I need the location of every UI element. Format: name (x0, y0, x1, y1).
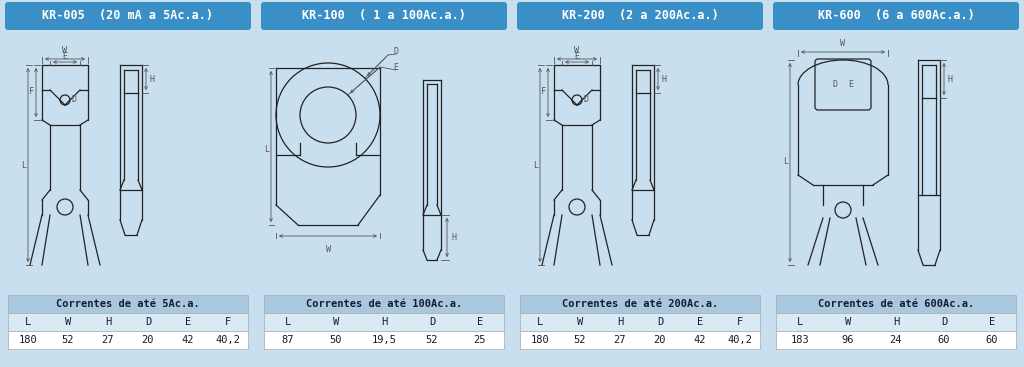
Text: 20: 20 (141, 335, 155, 345)
Text: W: W (574, 46, 580, 55)
Text: E: E (477, 317, 483, 327)
Text: KR-100  ( 1 a 100Ac.a.): KR-100 ( 1 a 100Ac.a.) (302, 10, 466, 22)
FancyBboxPatch shape (773, 2, 1019, 30)
FancyBboxPatch shape (264, 295, 504, 313)
Text: Correntes de até 600Ac.a.: Correntes de até 600Ac.a. (818, 299, 974, 309)
Text: H: H (948, 75, 953, 84)
Text: 27: 27 (101, 335, 115, 345)
FancyBboxPatch shape (8, 295, 248, 313)
Text: D: D (144, 317, 152, 327)
Text: 180: 180 (530, 335, 549, 345)
Text: L: L (783, 157, 788, 167)
Text: H: H (616, 317, 624, 327)
Text: D: D (429, 317, 435, 327)
Text: L: L (797, 317, 803, 327)
Text: F: F (225, 317, 231, 327)
Text: KR-005  (20 mA a 5Ac.a.): KR-005 (20 mA a 5Ac.a.) (43, 10, 213, 22)
Text: Correntes de até 200Ac.a.: Correntes de até 200Ac.a. (562, 299, 718, 309)
Text: W: W (577, 317, 583, 327)
Text: H: H (104, 317, 112, 327)
Text: 96: 96 (842, 335, 854, 345)
Text: E: E (849, 80, 853, 89)
Text: F: F (737, 317, 743, 327)
Text: L: L (285, 317, 291, 327)
Text: KR-200  (2 a 200Ac.a.): KR-200 (2 a 200Ac.a.) (561, 10, 719, 22)
Text: 87: 87 (282, 335, 294, 345)
FancyBboxPatch shape (264, 313, 504, 331)
Text: 40,2: 40,2 (727, 335, 753, 345)
Text: 27: 27 (613, 335, 627, 345)
Text: W: W (65, 317, 71, 327)
Text: E: E (393, 63, 398, 73)
Text: D: D (941, 317, 947, 327)
Text: 60: 60 (938, 335, 950, 345)
FancyBboxPatch shape (517, 2, 763, 30)
Text: 42: 42 (693, 335, 707, 345)
Text: 25: 25 (474, 335, 486, 345)
Text: W: W (333, 317, 339, 327)
Text: 50: 50 (330, 335, 342, 345)
Text: L: L (534, 160, 538, 170)
FancyBboxPatch shape (776, 331, 1016, 349)
Text: H: H (150, 75, 154, 84)
FancyBboxPatch shape (8, 331, 248, 349)
Text: E: E (185, 317, 191, 327)
Text: 19,5: 19,5 (372, 335, 396, 345)
Text: D: D (393, 47, 398, 57)
Text: E: E (989, 317, 995, 327)
Text: L: L (537, 317, 543, 327)
Text: D: D (656, 317, 664, 327)
Text: W: W (62, 46, 68, 55)
Text: L: L (25, 317, 31, 327)
Text: H: H (381, 317, 387, 327)
Text: 24: 24 (890, 335, 902, 345)
Text: Correntes de até 5Ac.a.: Correntes de até 5Ac.a. (56, 299, 200, 309)
Text: 180: 180 (18, 335, 37, 345)
FancyBboxPatch shape (520, 331, 760, 349)
FancyBboxPatch shape (520, 313, 760, 331)
Text: H: H (451, 233, 456, 241)
FancyBboxPatch shape (261, 2, 507, 30)
Text: L: L (22, 160, 26, 170)
Text: Correntes de até 100Ac.a.: Correntes de até 100Ac.a. (306, 299, 462, 309)
Text: W: W (841, 39, 846, 48)
Text: 42: 42 (181, 335, 195, 345)
FancyBboxPatch shape (520, 295, 760, 313)
Text: E: E (697, 317, 703, 327)
FancyBboxPatch shape (264, 331, 504, 349)
Text: 60: 60 (986, 335, 998, 345)
Text: 20: 20 (653, 335, 667, 345)
FancyBboxPatch shape (8, 313, 248, 331)
Text: W: W (326, 245, 331, 254)
Text: D: D (72, 95, 77, 105)
Text: H: H (893, 317, 899, 327)
Text: D: D (584, 95, 589, 105)
Text: 52: 52 (426, 335, 438, 345)
Text: W: W (845, 317, 851, 327)
Text: F: F (29, 87, 34, 97)
Text: F: F (541, 87, 546, 97)
FancyBboxPatch shape (776, 295, 1016, 313)
Text: E: E (62, 52, 68, 61)
FancyBboxPatch shape (5, 2, 251, 30)
Text: KR-600  (6 a 600Ac.a.): KR-600 (6 a 600Ac.a.) (817, 10, 975, 22)
Text: H: H (662, 75, 666, 84)
Text: 183: 183 (791, 335, 809, 345)
Text: 52: 52 (61, 335, 75, 345)
FancyBboxPatch shape (776, 313, 1016, 331)
Text: L: L (264, 145, 269, 155)
Text: 52: 52 (573, 335, 587, 345)
Text: 40,2: 40,2 (215, 335, 241, 345)
Text: D: D (833, 80, 838, 89)
Text: E: E (574, 52, 580, 61)
